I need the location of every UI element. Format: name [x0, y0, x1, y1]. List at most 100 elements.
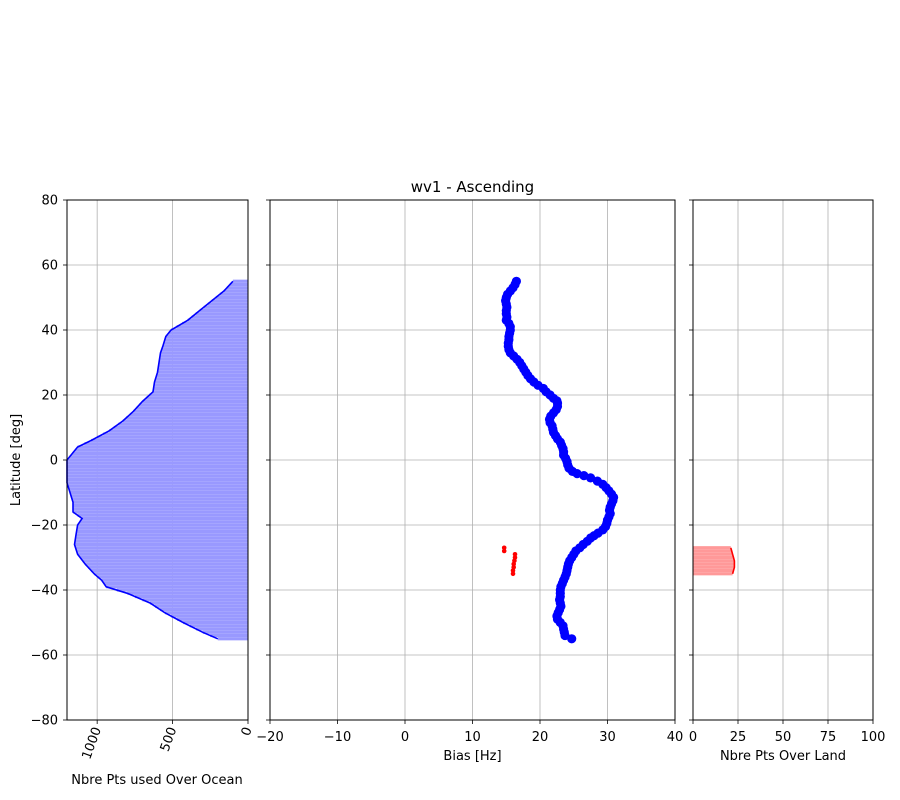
profile-bar: [73, 507, 249, 511]
y-tick-label: −60: [31, 649, 58, 664]
profile-bar: [134, 594, 248, 599]
profile-bar: [74, 542, 249, 547]
profile-bar: [215, 295, 248, 300]
ocean-x-ticks: 1000 500 0: [80, 720, 256, 761]
profile-bar: [97, 435, 249, 439]
y-tick-label: 60: [41, 259, 58, 274]
profile-bar: [118, 422, 249, 426]
profile-bar: [80, 555, 248, 560]
profile-bar: [82, 559, 248, 563]
x-tick-label: 0: [689, 730, 697, 745]
profile-bar: [68, 484, 248, 488]
bias-panel: −20 −10 0 10 20 30 40 wv1 - Ascending Bias [Hz…: [256, 178, 683, 764]
profile-bar: [154, 380, 248, 384]
bias-point: [567, 634, 577, 644]
profile-bar: [226, 286, 248, 290]
profile-bar: [693, 552, 733, 556]
bias-point: [511, 561, 516, 567]
profile-bar: [67, 461, 248, 465]
profile-bar: [202, 630, 248, 634]
x-tick-label: 1000: [80, 725, 105, 761]
profile-bar: [136, 406, 248, 410]
profile-bar: [195, 312, 248, 316]
profile-bar: [67, 477, 248, 482]
profile-bar: [168, 331, 248, 335]
x-tick-label: −10: [324, 730, 351, 745]
profile-bar: [159, 360, 248, 365]
profile-bar: [67, 464, 248, 469]
profile-bar: [157, 370, 248, 374]
bias-point: [501, 545, 507, 551]
profile-bar: [127, 591, 248, 595]
y-tick-label: 40: [41, 324, 58, 339]
profile-bar: [67, 481, 248, 485]
profile-bar: [69, 455, 248, 459]
bias-grid: [269, 199, 676, 721]
y-tick-label: 80: [41, 194, 58, 209]
profile-bar: [217, 637, 248, 641]
profile-bar: [183, 620, 248, 625]
profile-bar: [109, 429, 248, 433]
profile-bar: [693, 568, 734, 573]
bias-point: [512, 552, 518, 557]
profile-bar: [161, 347, 248, 352]
profile-bar: [155, 377, 248, 381]
profile-bar: [103, 432, 248, 436]
profile-bar: [75, 539, 249, 543]
profile-bar: [79, 520, 248, 524]
profile-bar: [182, 321, 248, 326]
profile-bar: [165, 334, 248, 339]
profile-bar: [88, 565, 248, 569]
profile-bar: [189, 624, 248, 628]
profile-bar: [133, 409, 248, 413]
bias-y-ticks: [266, 199, 270, 721]
x-tick-label: 25: [730, 730, 747, 745]
x-tick-label: 40: [667, 730, 684, 745]
profile-bar: [207, 302, 248, 306]
x-tick-label: 50: [775, 730, 792, 745]
profile-bar: [196, 627, 248, 631]
profile-bar: [84, 442, 249, 446]
latitude-axis-label: Latitude [deg]: [9, 414, 24, 506]
profile-bar: [203, 305, 248, 309]
profile-bar: [77, 526, 248, 530]
profile-bar: [73, 500, 249, 504]
bias-x-label: Bias [Hz]: [443, 749, 501, 764]
profile-bar: [77, 513, 248, 517]
profile-bar: [94, 572, 249, 576]
latitude-ticks: −80 −60 −40 −20 0 20 40 60 80: [31, 194, 67, 729]
profile-bar: [113, 425, 248, 430]
profile-bar: [163, 341, 248, 345]
profile-bar: [152, 390, 248, 394]
profile-bar: [73, 503, 249, 508]
profile-bar: [154, 604, 248, 608]
profile-bar: [85, 562, 248, 566]
profile-bar: [67, 471, 248, 475]
land-x-ticks: 0 25 50 75 100: [689, 720, 886, 745]
profile-bar: [145, 396, 248, 400]
profile-bar: [160, 351, 248, 355]
profile-bar: [126, 416, 248, 420]
chart-title: wv1 - Ascending: [411, 178, 534, 196]
profile-bar: [77, 552, 248, 556]
profile-bar: [122, 419, 248, 423]
x-tick-label: −20: [256, 730, 283, 745]
profile-bar: [129, 412, 248, 417]
profile-bar: [211, 299, 248, 303]
profile-bar: [160, 354, 248, 358]
x-tick-label: 75: [820, 730, 837, 745]
land-profile: [693, 546, 736, 576]
x-tick-label: 100: [861, 730, 886, 745]
profile-bar: [103, 581, 249, 586]
profile-bar: [70, 490, 249, 495]
profile-bar: [71, 494, 249, 498]
profile-bar: [139, 403, 248, 407]
profile-bar: [72, 451, 248, 456]
profile-bar: [76, 533, 248, 537]
profile-bar: [91, 438, 248, 443]
profile-bar: [162, 344, 248, 348]
profile-bar: [693, 565, 735, 569]
profile-bar: [160, 607, 248, 612]
profile-bar: [693, 546, 731, 550]
